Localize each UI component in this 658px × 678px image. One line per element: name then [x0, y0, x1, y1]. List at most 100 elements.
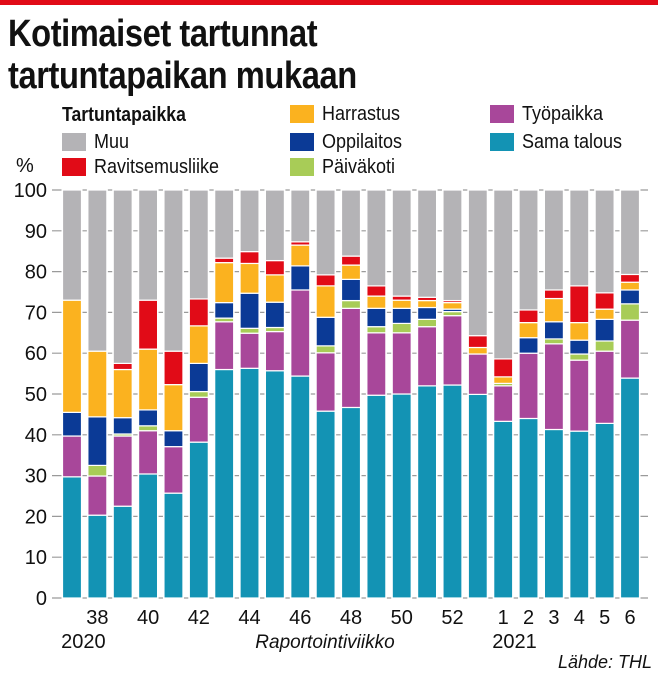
bar-segment-sama-talous	[137, 473, 159, 599]
bar-segment-muu	[61, 189, 83, 301]
bar-segment-ravitsemusliike	[518, 309, 539, 324]
bar-segment-työpaikka	[61, 435, 83, 478]
bar-segment-päiväkoti	[569, 353, 590, 361]
bar-segment-muu	[391, 189, 412, 297]
bar-segment-harrastus	[214, 262, 235, 304]
bar-segment-ravitsemusliike	[340, 255, 362, 266]
legend-swatch	[62, 158, 86, 176]
bar-segment-ravitsemusliike	[315, 274, 336, 287]
y-tick-label: 80	[25, 262, 47, 284]
bar-segment-oppilaitos	[366, 307, 387, 328]
bar-segment-päiväkoti	[543, 338, 565, 345]
bar-segment-oppilaitos	[239, 292, 260, 329]
bar-segment-sama-talous	[619, 377, 641, 599]
bar-segment-ravitsemusliike	[366, 285, 387, 297]
bar-segment-työpaikka	[188, 396, 209, 443]
x-tick-label: 2	[523, 607, 534, 629]
bar-segment-työpaikka	[290, 289, 311, 377]
y-tick-label: 30	[25, 466, 47, 488]
legend-item: Työpaikka	[490, 103, 612, 125]
bar-segment-muu	[214, 189, 235, 259]
bar-segment-muu	[87, 189, 108, 352]
bar-segment-sama-talous	[340, 406, 362, 599]
x-tick-label: 4	[574, 607, 585, 629]
legend-swatch	[290, 158, 314, 176]
bar-segment-muu	[290, 189, 311, 243]
bar-segment-työpaikka	[315, 352, 336, 412]
bar-segment-oppilaitos	[340, 278, 362, 302]
bar-segment-harrastus	[366, 295, 387, 309]
bar-segment-oppilaitos	[214, 302, 235, 319]
x-tick-label: 42	[188, 607, 210, 629]
top-accent-bar	[0, 0, 658, 5]
bar-segment-päiväkoti	[264, 326, 286, 333]
bar-segment-muu	[137, 189, 159, 301]
bar-segment-oppilaitos	[290, 265, 311, 291]
bar-segment-harrastus	[290, 244, 311, 267]
bar-segment-sama-talous	[493, 420, 514, 599]
bar-segment-harrastus	[416, 299, 438, 309]
bar-segment-oppilaitos	[264, 301, 286, 329]
bar-segment-muu	[518, 189, 539, 311]
chart-title-line-2: tartuntapaikan mukaan	[8, 55, 357, 97]
y-tick-label: 20	[25, 506, 47, 528]
x-tick-label: 38	[86, 607, 108, 629]
bar-segment-ravitsemusliike	[493, 358, 514, 378]
bar-segment-työpaikka	[340, 307, 362, 409]
bar-segment-harrastus	[340, 264, 362, 280]
bar-segment-oppilaitos	[391, 307, 412, 325]
x-tick-label: 1	[498, 607, 509, 629]
bar-segment-harrastus	[61, 299, 83, 413]
legend-label: Työpaikka	[522, 103, 604, 125]
legend-label: Sama talous	[522, 131, 623, 153]
bar-segment-sama-talous	[87, 514, 108, 599]
bar-segment-oppilaitos	[518, 337, 539, 354]
bar-segment-sama-talous	[163, 492, 184, 599]
bar-segment-ravitsemusliike	[391, 295, 412, 301]
bar-segment-työpaikka	[163, 446, 184, 494]
bar-segment-ravitsemusliike	[188, 298, 209, 327]
bar-segment-harrastus	[493, 376, 514, 384]
x-tick-label: 46	[289, 607, 311, 629]
bar-segment-ravitsemusliike	[467, 335, 488, 349]
bar-segment-sama-talous	[442, 384, 463, 599]
bar-segment-sama-talous	[518, 417, 539, 599]
bar-segment-muu	[340, 189, 362, 257]
bar-segment-työpaikka	[467, 353, 488, 396]
bar-segment-harrastus	[543, 297, 565, 323]
legend-item: Sama talous	[490, 131, 633, 153]
bar-segment-sama-talous	[416, 385, 438, 599]
bar-segment-harrastus	[442, 302, 463, 310]
bar-segment-oppilaitos	[188, 362, 209, 393]
bar-segment-muu	[619, 189, 641, 276]
bar-segment-harrastus	[467, 346, 488, 355]
bar-segment-työpaikka	[87, 475, 108, 516]
legend-swatch	[490, 133, 514, 151]
x-tick-label: 50	[391, 607, 413, 629]
bar-segment-ravitsemusliike	[569, 285, 590, 324]
bar-segment-muu	[594, 189, 615, 294]
y-tick-label: 90	[25, 221, 47, 243]
bar-segment-työpaikka	[239, 332, 260, 369]
bar-segment-oppilaitos	[594, 318, 615, 342]
bar-segment-työpaikka	[416, 326, 438, 387]
bar-segment-päiväkoti	[188, 390, 209, 398]
legend-item: Harrastus	[290, 103, 409, 125]
bar-segment-harrastus	[264, 274, 286, 303]
bar-segment-oppilaitos	[87, 416, 108, 466]
legend-label: Ravitsemusliike	[94, 156, 220, 178]
y-tick-label: 70	[25, 302, 47, 324]
bar-segment-työpaikka	[366, 332, 387, 396]
bar-segment-päiväkoti	[340, 299, 362, 309]
bar-segment-päiväkoti	[137, 425, 159, 432]
bar-segment-oppilaitos	[543, 321, 565, 340]
legend-swatch	[290, 133, 314, 151]
bar-segment-työpaikka	[543, 343, 565, 431]
bar-segment-työpaikka	[594, 350, 615, 424]
y-axis-label: %	[16, 155, 34, 177]
legend-item: Päiväkoti	[290, 156, 403, 178]
bar-segment-harrastus	[619, 281, 641, 291]
legend-label: Oppilaitos	[322, 131, 403, 153]
bar-segment-harrastus	[315, 285, 336, 318]
